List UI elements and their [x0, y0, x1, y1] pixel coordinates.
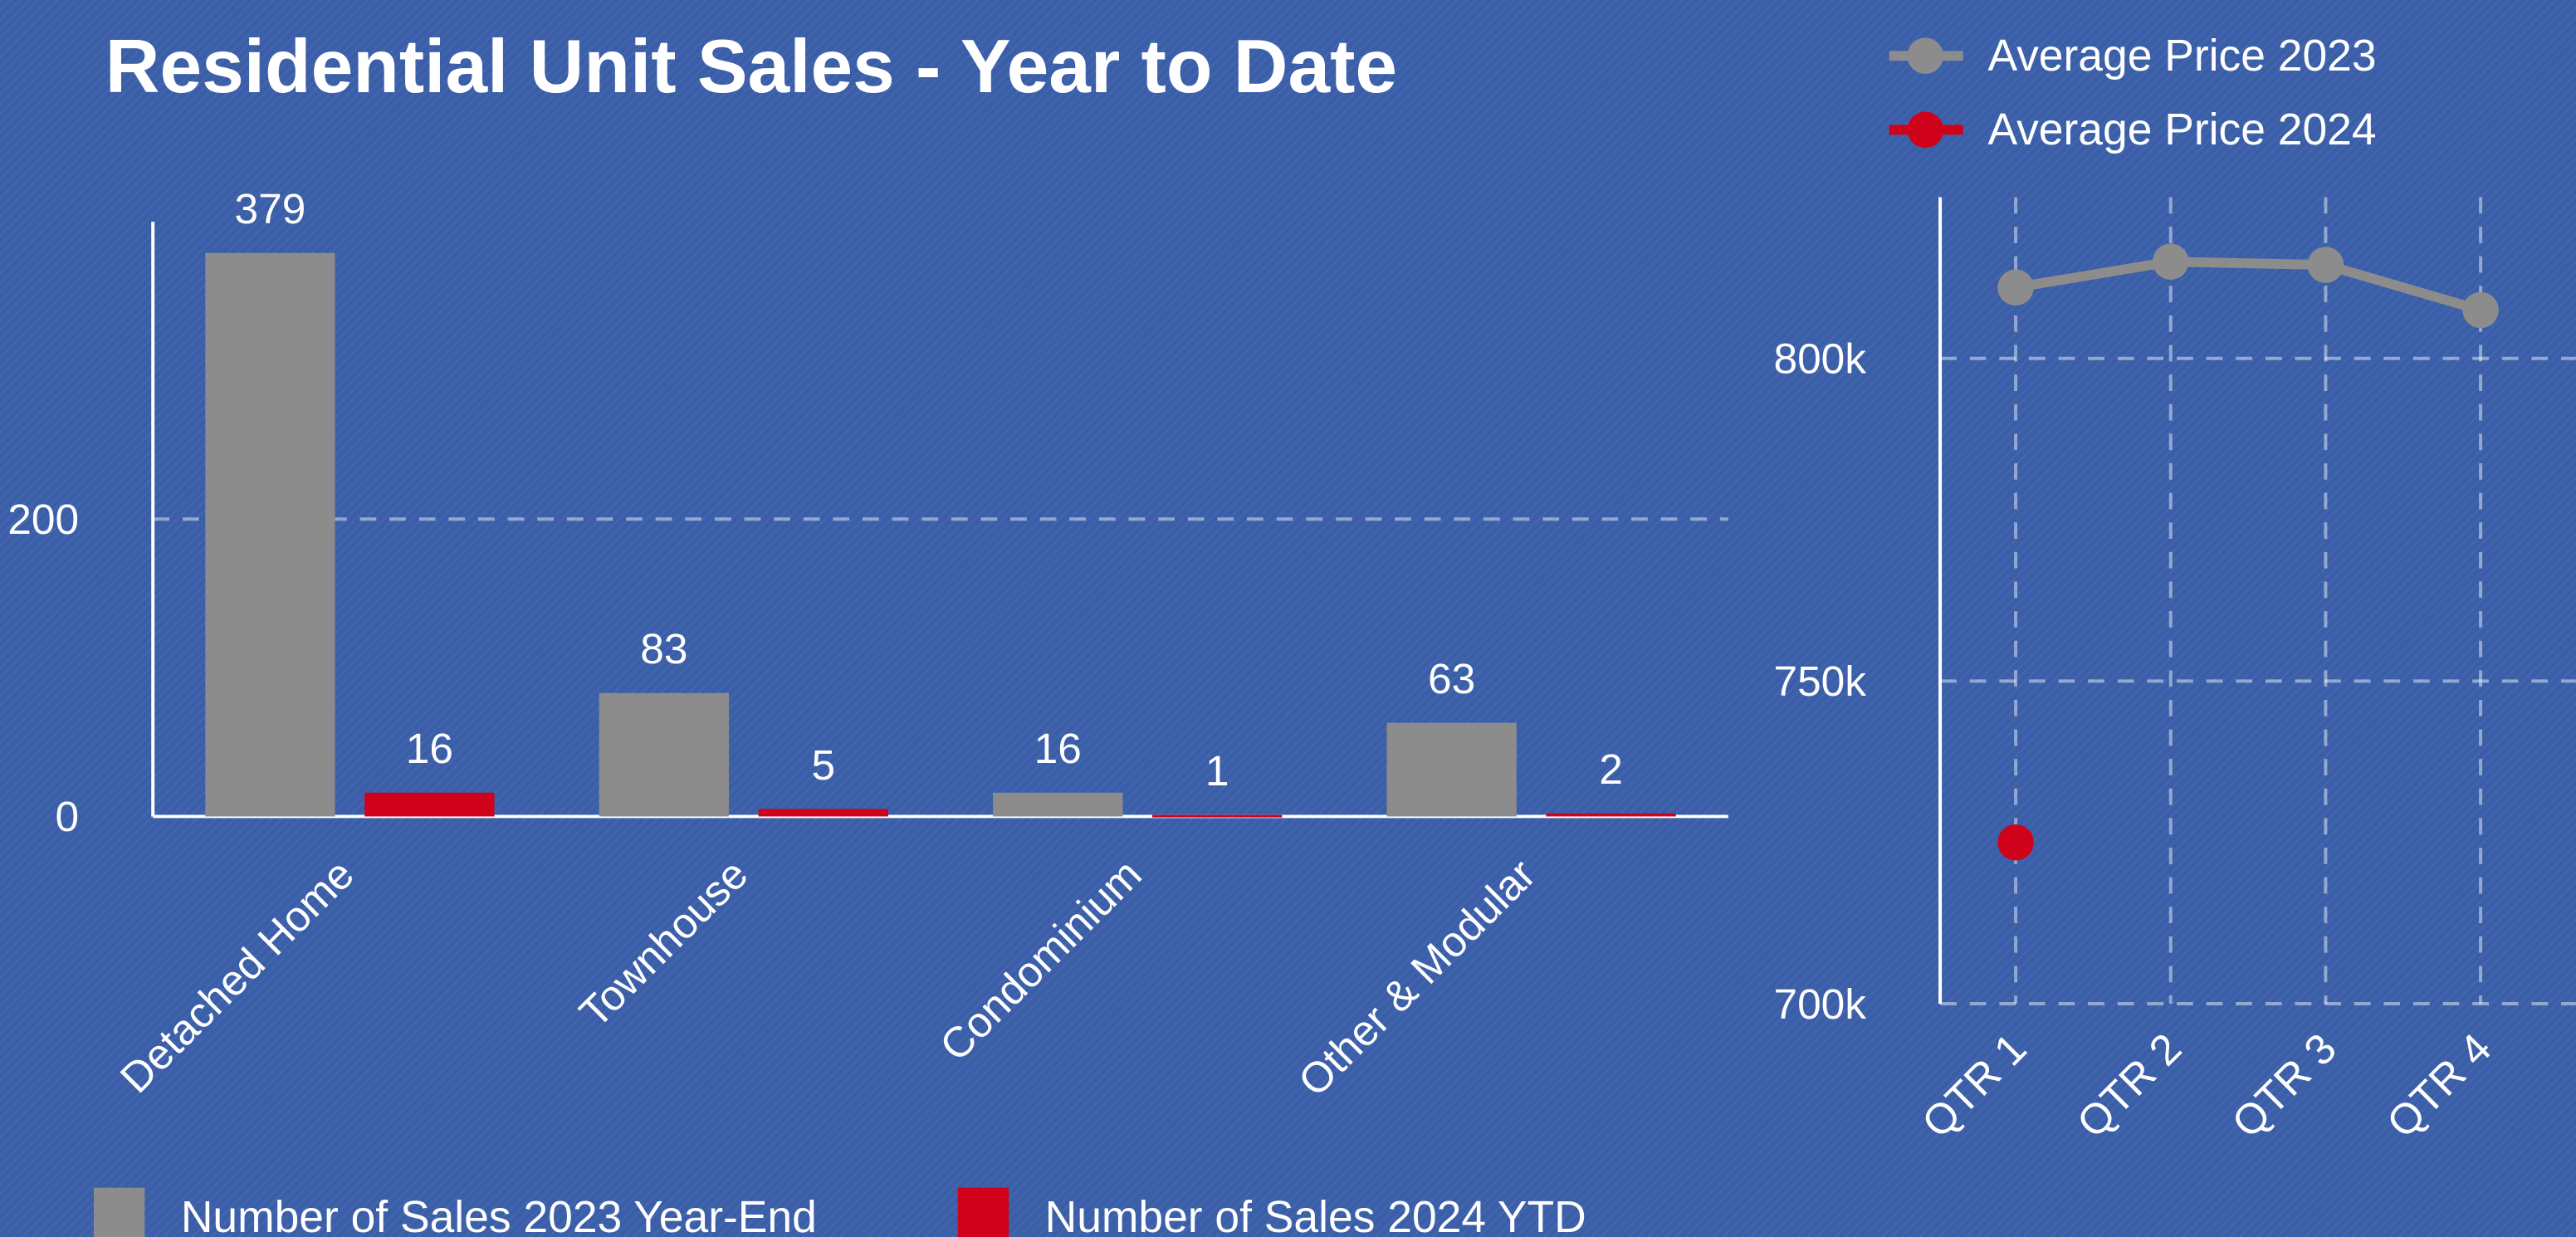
bar [205, 252, 335, 817]
x-tick-label: Townhouse [569, 849, 756, 1036]
line-point [2152, 243, 2189, 280]
legend-swatch [957, 1187, 1009, 1237]
bar [1152, 814, 1283, 818]
bar [599, 692, 729, 817]
bar-value-label: 1 [1205, 746, 1229, 795]
y-tick-label: 700k [1773, 980, 1866, 1028]
y-tick-label: 0 [56, 792, 80, 840]
x-tick-label: QTR 1 [1913, 1024, 2036, 1147]
line-point [1997, 269, 2034, 306]
x-tick-label: Condominium [930, 849, 1150, 1069]
bar-value-label: 2 [1599, 745, 1623, 793]
x-tick-label: QTR 2 [2067, 1024, 2190, 1147]
y-tick-label: 200 [7, 495, 79, 543]
legend-label: Average Price 2024 [1987, 105, 2376, 154]
legend-swatch [93, 1187, 145, 1237]
line-series [2015, 257, 2482, 315]
bar-value-label: 5 [811, 741, 835, 789]
bar-value-label: 379 [235, 184, 306, 232]
bar [1546, 813, 1676, 817]
legend-label: Number of Sales 2024 YTD [1045, 1193, 1586, 1237]
legend-marker [1907, 111, 1944, 149]
y-tick-label: 750k [1773, 657, 1866, 705]
legend-label: Average Price 2023 [1987, 32, 2376, 81]
bar-value-label: 16 [406, 724, 453, 772]
line-point [2462, 291, 2499, 329]
bar-value-label: 63 [1428, 654, 1475, 702]
line-point [2307, 247, 2344, 283]
bar [364, 792, 495, 817]
legend-label: Number of Sales 2023 Year-End [181, 1193, 817, 1237]
bar [758, 809, 888, 817]
y-tick-label: 800k [1773, 335, 1866, 383]
x-tick-label: Other & Modular [1288, 849, 1544, 1105]
bar [1386, 722, 1517, 817]
bar [993, 792, 1123, 817]
x-tick-label: QTR 4 [2378, 1024, 2500, 1147]
line-point [1997, 824, 2034, 861]
x-tick-label: Detached Home [110, 849, 363, 1102]
bar-value-label: 16 [1034, 724, 1082, 772]
chart-title: Residential Unit Sales - Year to Date [105, 25, 1397, 109]
bar-value-label: 83 [640, 624, 687, 672]
x-tick-label: QTR 3 [2222, 1024, 2345, 1147]
legend-marker [1907, 37, 1944, 75]
